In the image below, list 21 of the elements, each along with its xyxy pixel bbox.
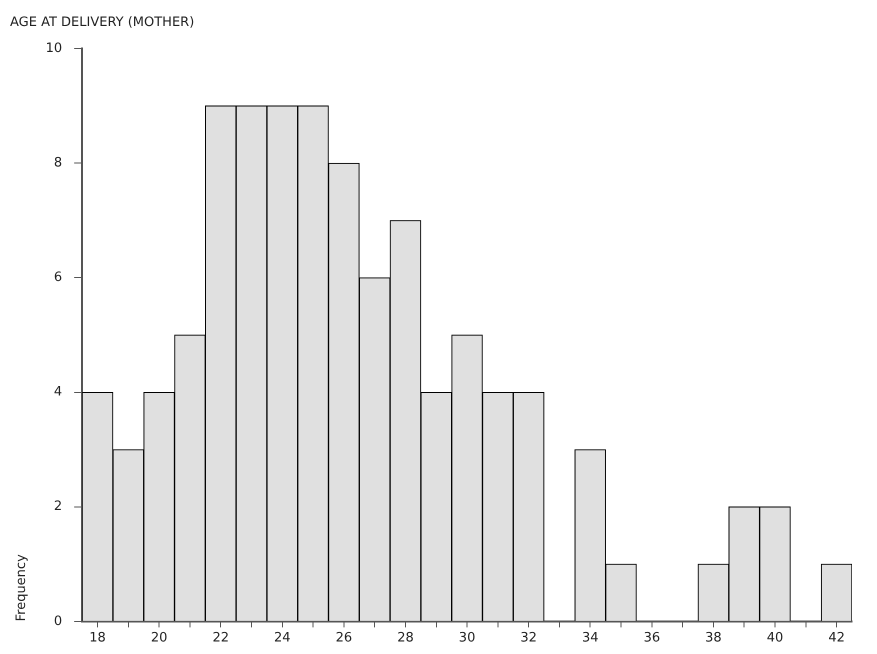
x-tick-label: 40 <box>766 630 784 646</box>
x-tick-label: 18 <box>89 630 106 646</box>
y-axis-title: Frequency <box>14 554 30 622</box>
y-tick-label: 4 <box>54 384 62 400</box>
x-tick-label: 36 <box>644 630 660 646</box>
x-tick-label: 22 <box>212 630 229 646</box>
y-tick-label: 10 <box>46 40 62 56</box>
x-tick-label: 30 <box>458 630 476 646</box>
y-tick-label: 8 <box>54 156 62 171</box>
x-tick-label: 20 <box>150 630 168 646</box>
x-tick-label: 28 <box>397 630 414 646</box>
x-tick-label: 38 <box>705 630 722 646</box>
x-tick-label: 24 <box>274 630 291 646</box>
chart-title: AGE AT DELIVERY (MOTHER) <box>10 15 194 30</box>
x-tick-label: 42 <box>828 630 845 646</box>
y-tick-label: 2 <box>54 499 62 514</box>
y-tick-label: 6 <box>54 270 62 286</box>
x-tick-label: 34 <box>582 630 599 646</box>
x-tick-label: 32 <box>520 630 537 646</box>
y-tick-label: 0 <box>54 614 62 629</box>
x-tick-label: 26 <box>336 630 352 646</box>
